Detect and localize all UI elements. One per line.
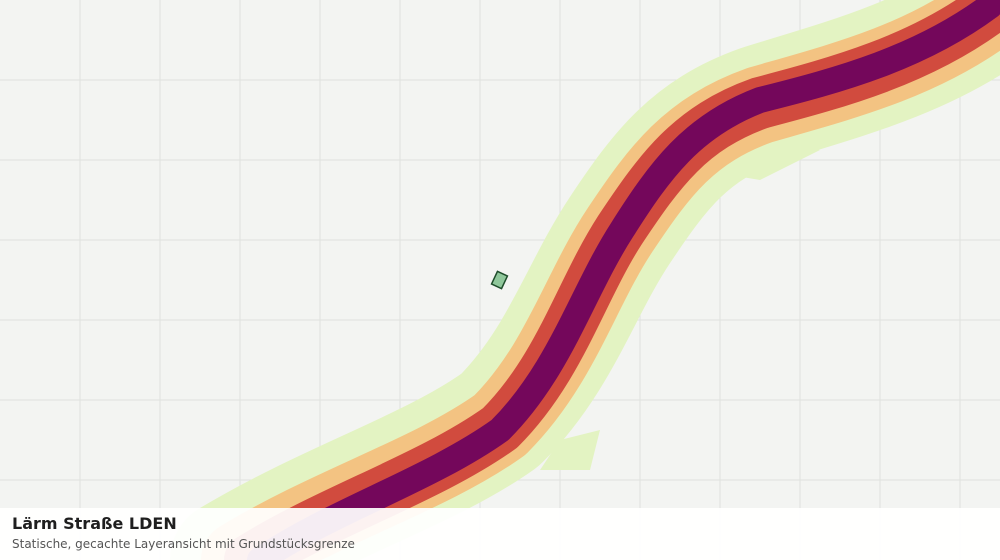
parcel <box>490 270 509 290</box>
layer-subtitle: Statische, gecachte Layeransicht mit Gru… <box>12 537 355 551</box>
noise-bands <box>170 0 1000 560</box>
caption-panel: Lärm Straße LDEN Statische, gecachte Lay… <box>0 508 1000 560</box>
noise-band-very-high <box>247 0 1000 560</box>
layer-title: Lärm Straße LDEN <box>12 514 177 533</box>
